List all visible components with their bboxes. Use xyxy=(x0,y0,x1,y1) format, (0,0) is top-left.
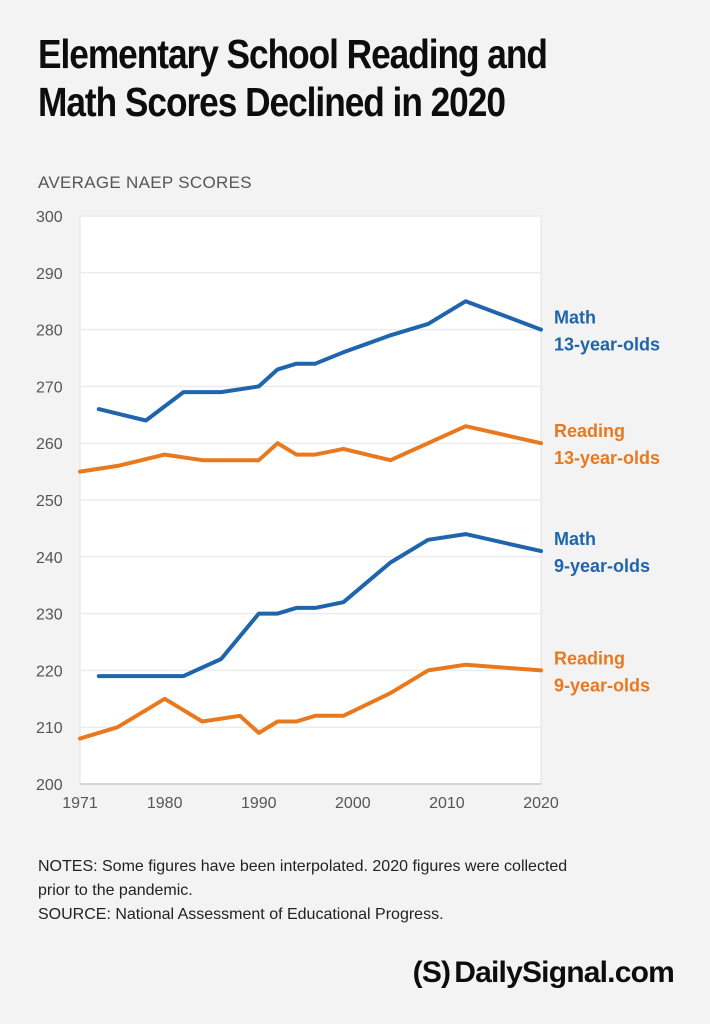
notes-line-1: NOTES: Some figures have been interpolat… xyxy=(38,858,568,875)
x-tick-label: 1980 xyxy=(147,795,183,812)
chart-subtitle: AVERAGE NAEP SCORES xyxy=(38,173,252,192)
series-label-line: Math xyxy=(554,308,596,328)
title-line-2: Math Scores Declined in 2020 xyxy=(38,79,506,125)
series-label-line: Reading xyxy=(554,648,625,668)
y-tick-label: 200 xyxy=(36,777,63,794)
y-tick-label: 220 xyxy=(36,663,63,680)
series-label-line: 13-year-olds xyxy=(554,335,660,355)
brand-logo: (S) DailySignal.com xyxy=(412,956,675,990)
series-line-1 xyxy=(96,299,543,423)
series-line-4 xyxy=(78,662,543,741)
series-label-line: 9-year-olds xyxy=(554,556,650,576)
series-label-3: Math 9-year-olds xyxy=(554,529,650,576)
x-tick-label: 2010 xyxy=(429,795,465,812)
y-tick-label: 210 xyxy=(36,720,63,737)
series-label-4: Reading 9-year-olds xyxy=(554,648,650,695)
y-tick-label: 300 xyxy=(36,209,63,226)
grid xyxy=(79,215,542,785)
y-tick-label: 240 xyxy=(36,550,63,567)
source-line: SOURCE: National Assessment of Education… xyxy=(38,906,444,923)
notes-line-2: prior to the pandemic. xyxy=(38,882,193,899)
series-lines xyxy=(78,299,543,741)
y-tick-label: 260 xyxy=(36,436,63,453)
series-label-line: 9-year-olds xyxy=(554,675,650,695)
series-label-1: Math 13-year-olds xyxy=(554,308,660,355)
y-tick-label: 250 xyxy=(36,493,63,510)
series-label-line: Math xyxy=(554,529,596,549)
x-tick-label: 2000 xyxy=(335,795,371,812)
y-tick-label: 290 xyxy=(36,266,63,283)
series-label-line: Reading xyxy=(554,421,625,441)
series-line-2 xyxy=(78,424,543,474)
title-line-1: Elementary School Reading and xyxy=(38,31,548,77)
x-tick-label: 1971 xyxy=(62,795,98,812)
series-label-2: Reading 13-year-olds xyxy=(554,421,660,468)
line-chart: 200 210 220 230 240 250 260 270 280 290 300 1971 198… xyxy=(36,209,660,812)
brand-name: DailySignal.com xyxy=(454,956,675,989)
signal-logo-icon: (S) xyxy=(412,956,451,989)
series-labels: Math 13-year-olds Reading 13-year-olds Math 9… xyxy=(554,308,660,696)
y-tick-label: 230 xyxy=(36,607,63,624)
series-line-3 xyxy=(96,532,543,679)
chart-title: Elementary School Reading and Math Score… xyxy=(38,30,588,126)
x-tick-label: 2020 xyxy=(523,795,559,812)
y-tick-label: 270 xyxy=(36,379,63,396)
axes: 200 210 220 230 240 250 260 270 280 290 300 1971 198… xyxy=(36,209,559,812)
chart-notes: NOTES: Some figures have been interpolat… xyxy=(38,855,658,927)
x-tick-label: 1990 xyxy=(241,795,277,812)
y-tick-label: 280 xyxy=(36,323,63,340)
series-label-line: 13-year-olds xyxy=(554,448,660,468)
